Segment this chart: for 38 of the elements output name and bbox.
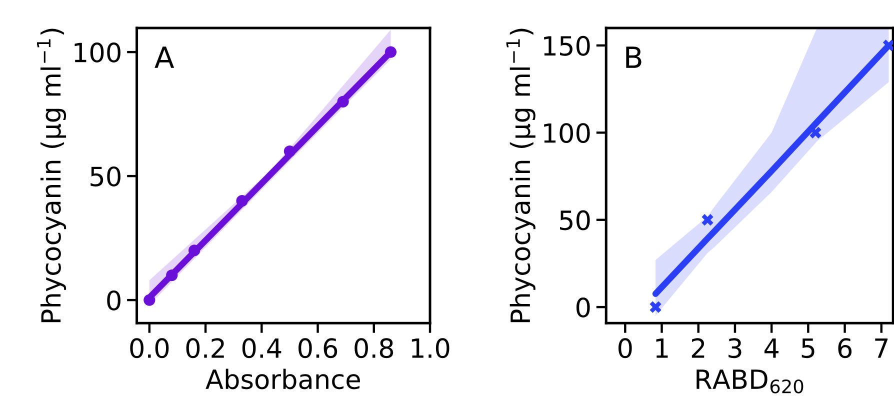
x-tick-label: 4 [764, 338, 778, 358]
x-tick-label: 0.0 [130, 338, 169, 358]
x-tick-label: 7 [875, 338, 888, 358]
x-axis-title: Absorbance [206, 368, 360, 390]
point [144, 294, 156, 306]
y-tick-label: 100 [544, 123, 590, 144]
x-tick-label: 2 [692, 338, 704, 358]
annotation: A [154, 46, 174, 68]
x-tick-label: 3 [728, 338, 742, 358]
point [702, 214, 714, 226]
y-tick-label: 0 [107, 290, 120, 310]
x-tick-label: 0.2 [186, 338, 224, 358]
y-tick-label: 0 [576, 298, 590, 318]
point [166, 269, 178, 282]
point [384, 46, 397, 58]
y-axis-title: Phycocyanin (μg ml$^{−1}$) [506, 28, 536, 322]
y-axis-title: Phycocyanin (μg ml$^{−1}$) [36, 28, 66, 322]
point [337, 96, 349, 108]
point [236, 195, 248, 207]
x-tick-label: 6 [838, 338, 852, 358]
y-tick-label: 50 [560, 210, 590, 230]
point [284, 145, 296, 158]
y-tick-label: 50 [90, 166, 120, 186]
x-axis-title: RABD$_{620}$ [696, 370, 804, 394]
x-tick-label: 0.4 [242, 338, 282, 358]
y-tick-label: 100 [74, 42, 120, 62]
x-tick-label: 0 [618, 338, 632, 358]
point [810, 126, 822, 138]
point [650, 301, 662, 313]
x-tick-label: 5 [802, 338, 814, 358]
point [882, 40, 894, 52]
x-tick-label: 0.6 [298, 338, 338, 358]
x-tick-label: 1 [656, 338, 668, 358]
annotation: B [626, 46, 642, 68]
y-tick-label: 150 [544, 36, 590, 56]
x-tick-label: 0.8 [354, 338, 394, 358]
point [188, 244, 200, 256]
x-tick-label: 1.0 [412, 338, 450, 358]
